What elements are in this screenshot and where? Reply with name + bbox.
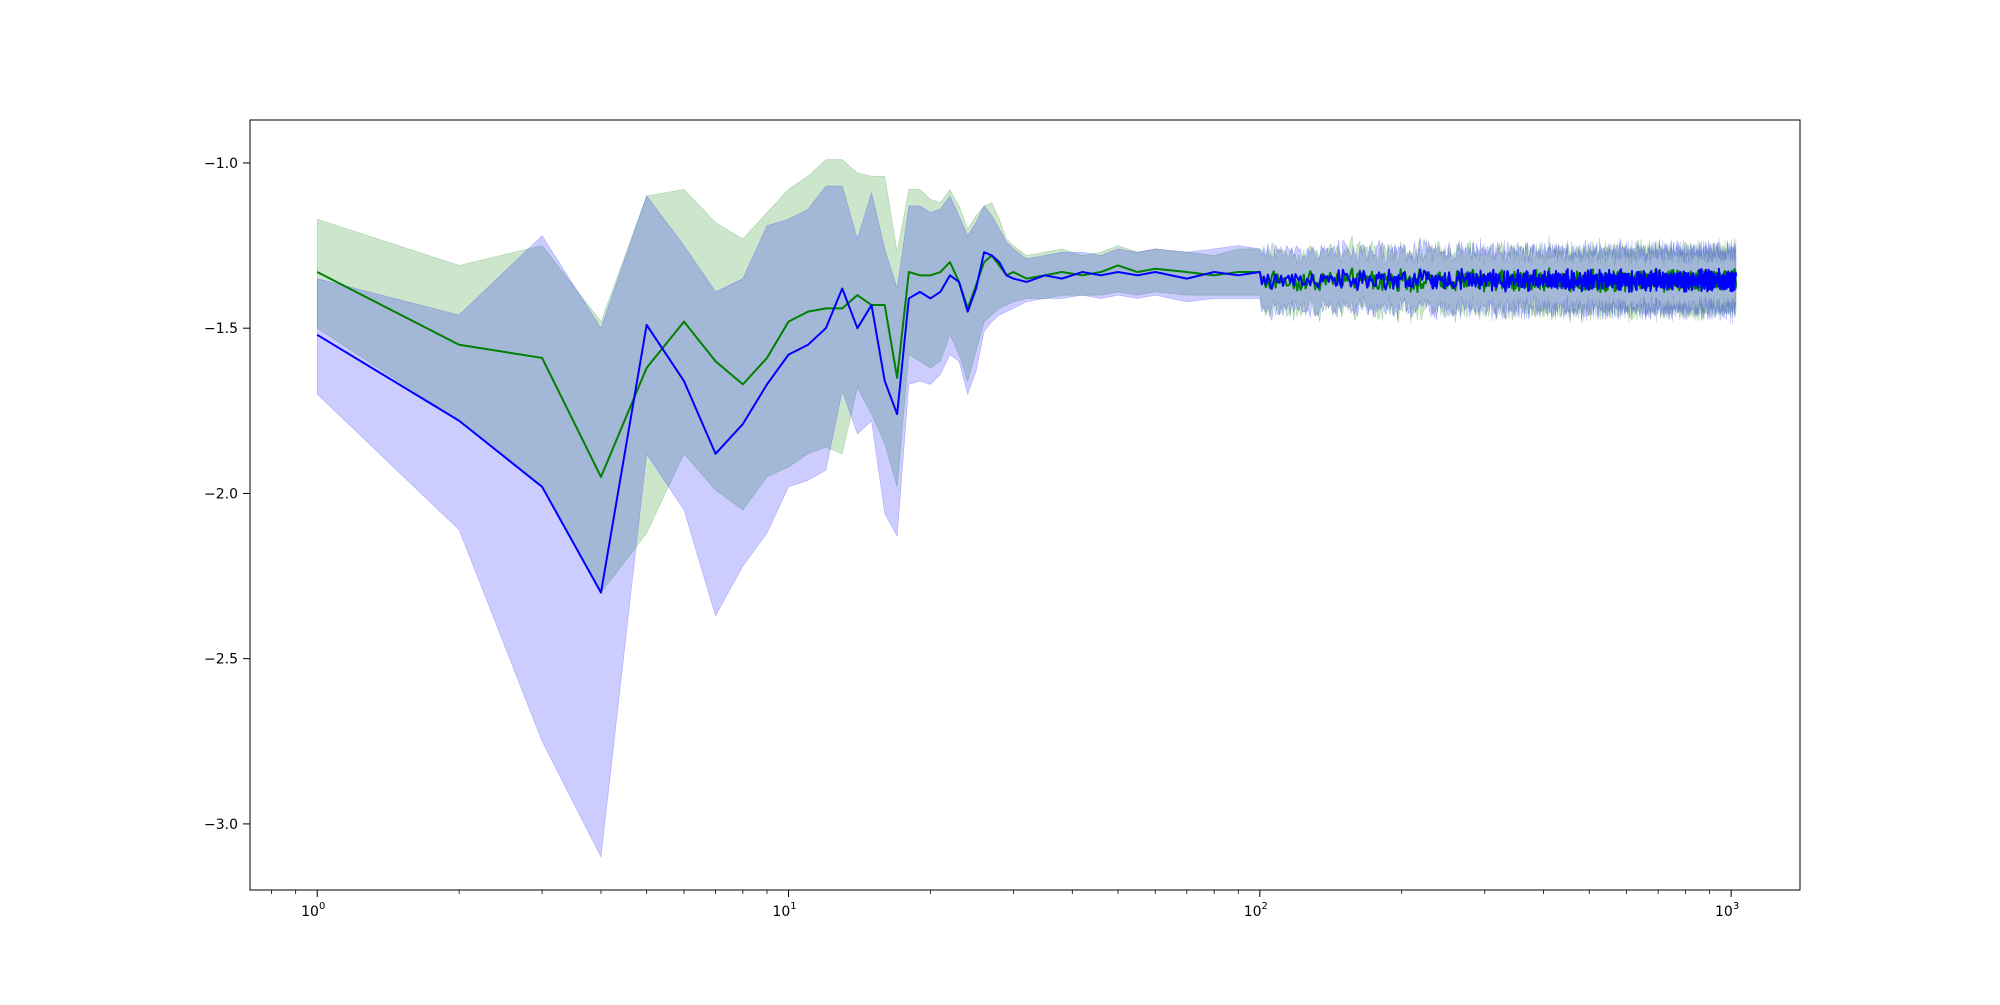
y-tick-label: −3.0 — [204, 817, 238, 833]
y-tick-label: −2.5 — [204, 652, 238, 668]
x-tick-label: 102 — [1244, 901, 1268, 920]
line-layer — [316, 251, 1737, 594]
plot-frame — [249, 119, 1801, 891]
x-tick-label: 100 — [301, 901, 325, 920]
x-tick-label: 103 — [1715, 901, 1739, 920]
y-tick-label: −1.5 — [204, 321, 238, 337]
y-tick-label: −1.0 — [204, 156, 238, 172]
y-axis: −1.0 −1.5 −2.0 −2.5 −3.0 — [204, 156, 250, 833]
series-2-band — [316, 185, 1737, 858]
series-1-band — [316, 159, 1737, 594]
band-layer — [316, 159, 1737, 858]
x-axis: 100 101 102 103 — [271, 890, 1739, 920]
y-tick-label: −2.0 — [204, 486, 238, 502]
series-2-line — [316, 251, 1737, 594]
x-tick-label: 101 — [772, 901, 796, 920]
